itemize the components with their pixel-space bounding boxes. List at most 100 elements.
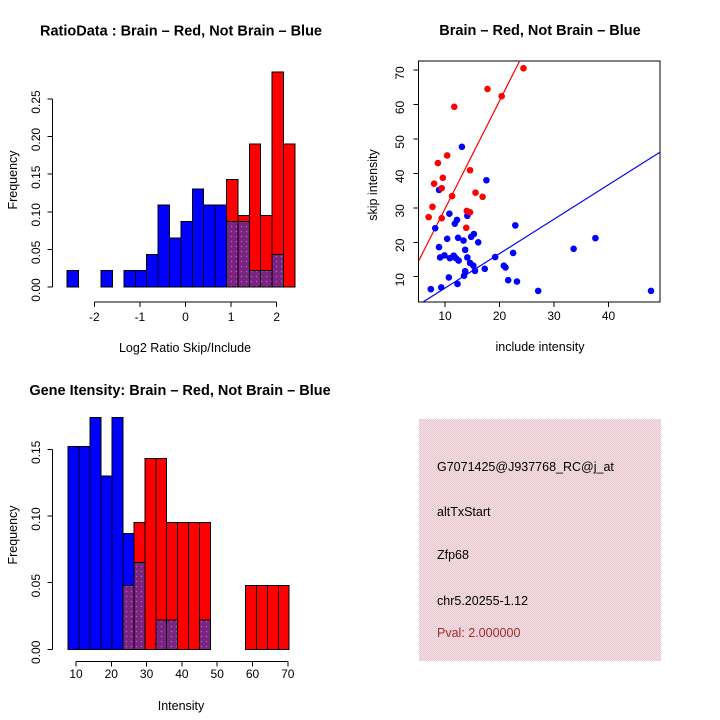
hist-bar-blue	[111, 416, 124, 650]
chart-title: Brain – Red, Not Brain – Blue	[439, 23, 640, 39]
hist-bar-red	[188, 522, 201, 650]
scatter-point-red	[438, 214, 446, 222]
scatter-point-blue	[471, 267, 479, 275]
x-axis-label: Log2 Ratio Skip/Include	[119, 341, 251, 355]
y-axis-label: Frequency	[6, 505, 20, 565]
scatter-point-blue	[437, 284, 445, 291]
scatter-point-red	[484, 85, 491, 93]
y-tick-label: 0.00	[29, 640, 43, 664]
x-tick-label: 60	[246, 667, 260, 681]
y-tick-label: 70	[393, 66, 407, 80]
pval-text: Pval: 2.000000	[437, 626, 521, 640]
scatter-point-blue	[441, 252, 448, 259]
x-tick-label: 10	[438, 309, 452, 323]
hist-bar-blue	[78, 446, 91, 650]
scatter-point-blue	[513, 278, 521, 285]
y-tick-label: 0.10	[29, 203, 43, 227]
y-tick-label: 30	[393, 204, 407, 218]
x-tick-label: 50	[211, 667, 225, 681]
x-tick-label: 40	[175, 667, 189, 681]
scatter-point-blue	[509, 249, 517, 257]
hist-bar-blue	[134, 269, 148, 288]
y-tick-label: 0.05	[29, 240, 43, 264]
y-tick-label: 60	[393, 100, 407, 114]
y-tick-label: 0.15	[29, 440, 43, 464]
scatter-point-blue	[431, 224, 439, 232]
scatter-point-red	[438, 184, 446, 192]
y-tick-label: 0.25	[29, 90, 43, 114]
x-tick-label: 30	[140, 667, 154, 681]
scatter-point-blue	[443, 235, 451, 243]
scatter-point-red	[498, 92, 505, 100]
x-axis-label: Intensity	[158, 699, 205, 713]
scatter-point-blue	[460, 237, 467, 244]
hist-bar-overlap	[166, 619, 179, 650]
hist-bar-overlap	[271, 254, 285, 288]
scatter-point-red	[466, 208, 474, 216]
hist-bar-red	[283, 143, 296, 288]
y-tick-label: 0.15	[29, 165, 43, 189]
hist-bar-red	[277, 584, 290, 650]
gene-name-text: Zfp68	[437, 548, 469, 562]
x-tick-label: 10	[69, 667, 83, 681]
x-axis-label: include intensity	[496, 340, 586, 354]
hist-bar-overlap	[199, 619, 211, 650]
scatter-point-blue	[504, 276, 512, 284]
scatter-point-blue	[502, 264, 509, 271]
scatter-point-red	[448, 192, 456, 200]
y-tick-label: 0.20	[29, 128, 43, 152]
y-axis-label: Frequency	[6, 150, 20, 210]
hist-bar-blue	[203, 204, 216, 288]
scatter-point-blue	[458, 143, 466, 151]
hist-bar-red	[177, 522, 190, 650]
hist-bar-blue	[214, 204, 228, 288]
x-tick-label: 30	[547, 309, 561, 323]
hist-bar-overlap	[260, 269, 273, 288]
hist-bar-blue	[100, 475, 113, 650]
scatter-point-blue	[512, 222, 519, 229]
x-tick-label: 20	[105, 667, 119, 681]
scatter-point-red	[472, 189, 479, 196]
hist-bar-red	[255, 584, 268, 650]
y-tick-label: 0.10	[29, 507, 43, 531]
scatter-point-blue	[427, 285, 435, 293]
hist-bar-overlap	[237, 221, 250, 288]
scatter-point-blue	[455, 257, 462, 264]
info-panel: G7071425@J937768_RC@j_at altTxStart Zfp6…	[360, 360, 720, 720]
hist-bar-overlap	[133, 562, 146, 650]
x-tick-label: 40	[602, 309, 616, 323]
ratio-histogram-panel: RatioData : Brain – Red, Not Brain – Blu…	[6, 24, 322, 356]
hist-bar-blue	[146, 254, 159, 288]
y-tick-label: 50	[393, 135, 407, 149]
scatter-point-red	[434, 159, 442, 167]
hist-bar-blue	[100, 269, 114, 288]
scatter-point-red	[462, 224, 470, 232]
hist-bar-red	[244, 584, 257, 650]
gene-intensity-histogram-panel: Gene Itensity: Brain – Red, Not Brain – …	[6, 383, 331, 713]
x-tick-label: 70	[281, 667, 295, 681]
scatter-point-blue	[467, 233, 475, 241]
scatter-point-blue	[464, 254, 471, 261]
scatter-point-blue	[491, 253, 499, 261]
hist-bar-overlap	[122, 584, 135, 650]
scatter-point-blue	[570, 245, 577, 253]
y-tick-label: 40	[393, 169, 407, 183]
scatter-point-blue	[454, 280, 461, 288]
hist-bar-blue	[89, 416, 102, 650]
hist-bar-blue	[180, 221, 193, 288]
hist-bar-blue	[123, 269, 136, 288]
y-tick-label: 10	[393, 273, 407, 287]
scatter-point-blue	[454, 234, 462, 242]
scatter-point-blue	[451, 220, 459, 227]
hist-bar-overlap	[155, 619, 168, 650]
scatter-point-red	[429, 203, 436, 211]
scatter-point-blue	[474, 238, 482, 246]
hist-bar-red	[248, 143, 262, 288]
scatter-point-blue	[592, 234, 599, 242]
hist-bar-blue	[157, 204, 171, 288]
scatter-point-blue	[470, 262, 477, 270]
chart-title: Gene Itensity: Brain – Red, Not Brain – …	[29, 383, 330, 399]
scatter-point-red	[430, 180, 438, 187]
plot-box	[418, 60, 661, 303]
hist-bar-blue	[66, 269, 79, 288]
